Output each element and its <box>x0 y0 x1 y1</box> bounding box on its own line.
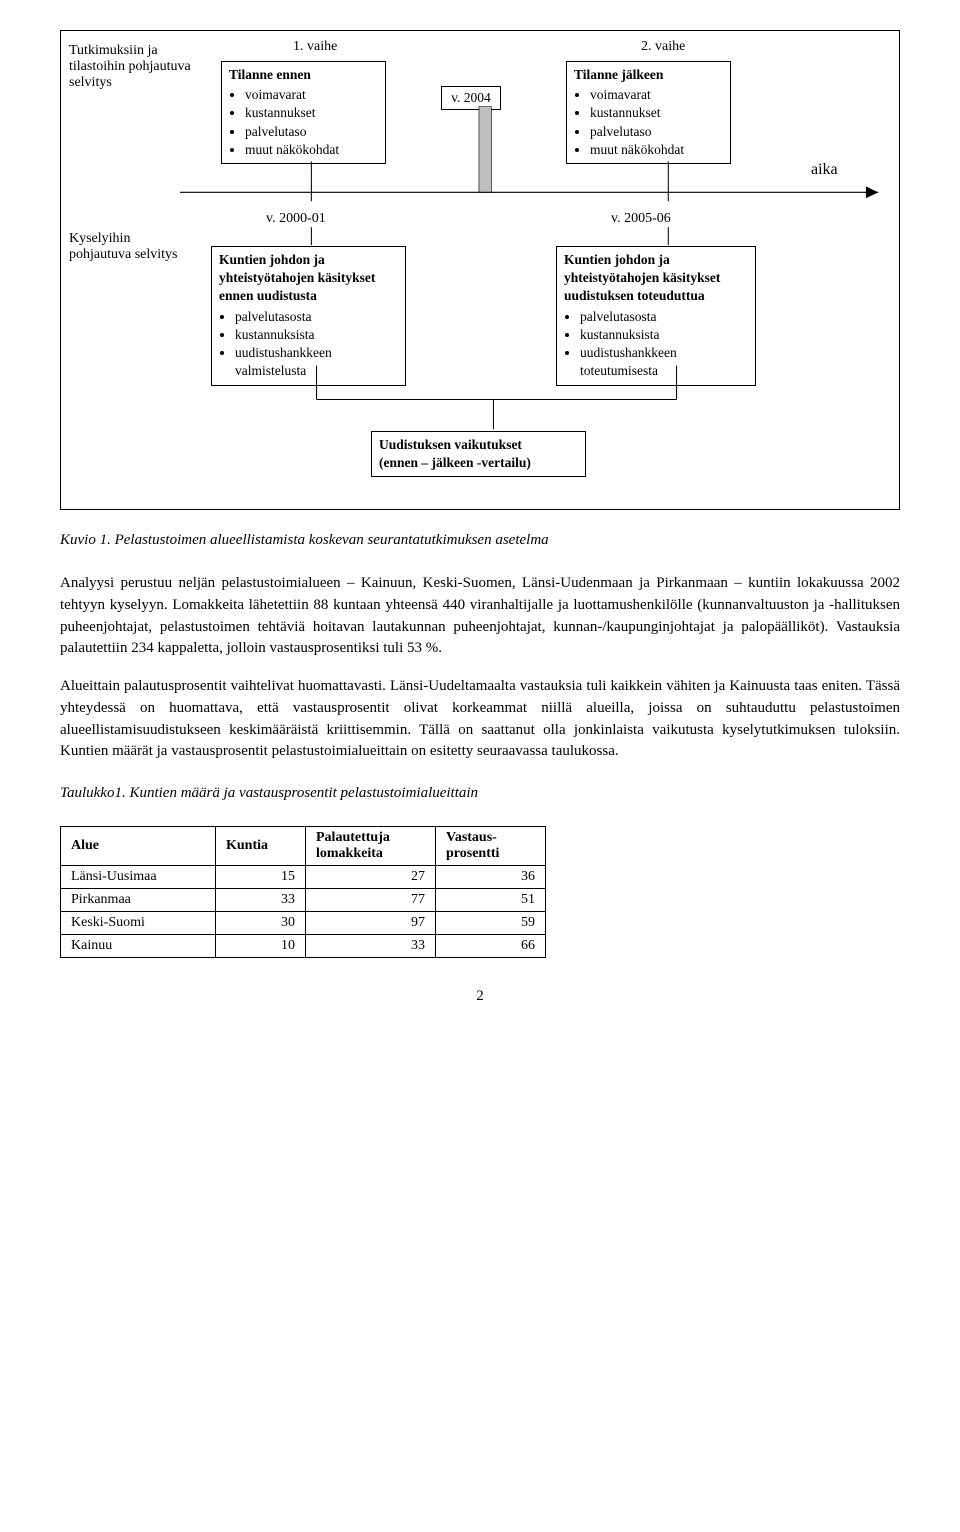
boxA-title: Tilanne ennen <box>229 66 378 84</box>
boxD-title: Kuntien johdon ja yhteistyötahojen käsit… <box>564 251 748 306</box>
table-cell: 36 <box>436 866 546 889</box>
table-cell: 33 <box>306 935 436 958</box>
left-header-2: Kyselyihin pohjautuva selvitys <box>69 231 179 263</box>
list-item: voimavarat <box>590 86 723 104</box>
page-number: 2 <box>60 988 900 1005</box>
list-item: uudistushankkeen toteutumisesta <box>580 344 748 380</box>
list-item: palvelutaso <box>590 123 723 141</box>
list-item: muut näkökohdat <box>590 141 723 159</box>
list-item: uudistushankkeen valmistelusta <box>235 344 398 380</box>
table-cell: 27 <box>306 866 436 889</box>
table-cell: Kainuu <box>61 935 216 958</box>
table-cell: 97 <box>306 912 436 935</box>
table-cell: 59 <box>436 912 546 935</box>
table-row: Kainuu103366 <box>61 935 546 958</box>
list-item: kustannukset <box>590 104 723 122</box>
col-alue: Alue <box>61 827 216 866</box>
table-cell: 15 <box>216 866 306 889</box>
list-item: kustannukset <box>245 104 378 122</box>
box-kasitykset-ennen: Kuntien johdon ja yhteistyötahojen käsit… <box>211 246 406 386</box>
box-vaikutukset: Uudistuksen vaikutukset (ennen – jälkeen… <box>371 431 586 477</box>
box-tilanne-jalkeen: Tilanne jälkeen voimavarat kustannukset … <box>566 61 731 164</box>
table-header-row: Alue Kuntia Palautettuja lomakkeita Vast… <box>61 827 546 866</box>
list-item: palvelutasosta <box>235 308 398 326</box>
col-kuntia: Kuntia <box>216 827 306 866</box>
table-caption: Taulukko1. Kuntien määrä ja vastausprose… <box>60 785 900 802</box>
boxB-list: voimavarat kustannukset palvelutaso muut… <box>574 86 723 159</box>
phase2-label: 2. vaihe <box>641 39 685 55</box>
col-palautettuja: Palautettuja lomakkeita <box>306 827 436 866</box>
boxC-title: Kuntien johdon ja yhteistyötahojen käsit… <box>219 251 398 306</box>
table-cell: 77 <box>306 889 436 912</box>
table-cell: 10 <box>216 935 306 958</box>
boxE-l2: (ennen – jälkeen -vertailu) <box>379 454 578 472</box>
list-item: palvelutaso <box>245 123 378 141</box>
table-row: Keski-Suomi309759 <box>61 912 546 935</box>
table-row: Pirkanmaa337751 <box>61 889 546 912</box>
paragraph-2: Alueittain palautusprosentit vaihtelivat… <box>60 676 900 763</box>
box-tilanne-ennen: Tilanne ennen voimavarat kustannukset pa… <box>221 61 386 164</box>
boxB-title: Tilanne jälkeen <box>574 66 723 84</box>
table-row: Länsi-Uusimaa152736 <box>61 866 546 889</box>
list-item: kustannuksista <box>235 326 398 344</box>
table-cell: 30 <box>216 912 306 935</box>
results-table: Alue Kuntia Palautettuja lomakkeita Vast… <box>60 826 546 958</box>
table-cell: Keski-Suomi <box>61 912 216 935</box>
list-item: kustannuksista <box>580 326 748 344</box>
table-cell: Länsi-Uusimaa <box>61 866 216 889</box>
phase1-label: 1. vaihe <box>293 39 337 55</box>
aika-label: aika <box>811 161 838 179</box>
list-item: voimavarat <box>245 86 378 104</box>
left-header-1: Tutkimuksiin ja tilastoihin pohjautuva s… <box>69 43 199 91</box>
boxC-list: palvelutasosta kustannuksista uudistusha… <box>219 308 398 381</box>
list-item: muut näkökohdat <box>245 141 378 159</box>
box-kasitykset-jalkeen: Kuntien johdon ja yhteistyötahojen käsit… <box>556 246 756 386</box>
year-b: v. 2005-06 <box>611 211 671 227</box>
boxA-list: voimavarat kustannukset palvelutaso muut… <box>229 86 378 159</box>
year-a: v. 2000-01 <box>266 211 326 227</box>
research-diagram: Tutkimuksiin ja tilastoihin pohjautuva s… <box>60 30 900 510</box>
table-cell: Pirkanmaa <box>61 889 216 912</box>
boxD-list: palvelutasosta kustannuksista uudistusha… <box>564 308 748 381</box>
table-cell: 51 <box>436 889 546 912</box>
list-item: palvelutasosta <box>580 308 748 326</box>
year-mid: v. 2004 <box>441 86 501 110</box>
col-vastaus: Vastaus-prosentti <box>436 827 546 866</box>
figure1-caption: Kuvio 1. Pelastustoimen alueellistamista… <box>60 532 900 549</box>
table-cell: 66 <box>436 935 546 958</box>
table-cell: 33 <box>216 889 306 912</box>
paragraph-1: Analyysi perustuu neljän pelastustoimial… <box>60 573 900 660</box>
boxE-l1: Uudistuksen vaikutukset <box>379 436 578 454</box>
